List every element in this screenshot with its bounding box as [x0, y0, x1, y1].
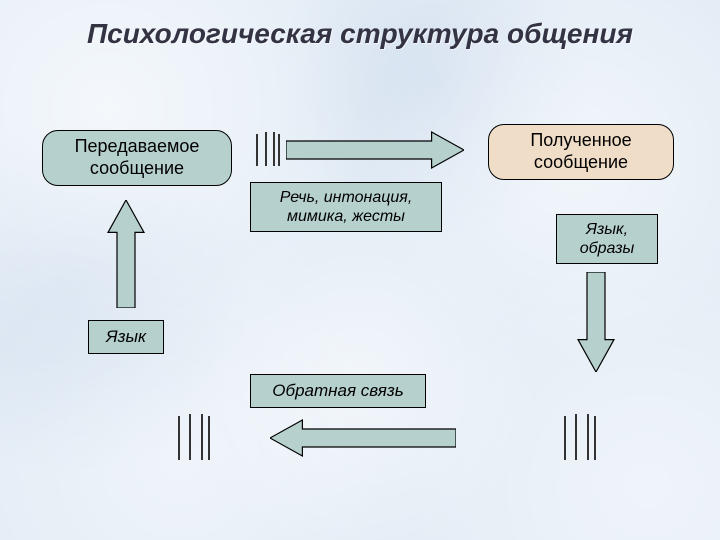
node-label: Речь, интонация, мимика, жесты [259, 188, 433, 226]
stub-bot-right [564, 416, 596, 460]
node-label: Язык [106, 327, 146, 347]
stub-bot-left [178, 416, 210, 460]
node-feedback: Обратная связь [250, 374, 426, 408]
node-label: Передаваемое сообщение [51, 136, 223, 179]
node-label: Обратная связь [272, 381, 403, 401]
node-label: Язык, образы [565, 220, 649, 258]
arrow-right-top [286, 130, 464, 170]
arrow-down-right [576, 272, 616, 372]
arrow-up-left [106, 200, 146, 308]
diagram-title: Психологическая структура общения [0, 18, 720, 50]
node-label: Полученное сообщение [497, 130, 665, 173]
node-language-images: Язык, образы [556, 214, 658, 264]
arrow-left-bot [270, 418, 456, 458]
node-speech: Речь, интонация, мимика, жесты [250, 182, 442, 232]
node-transmitted-message: Передаваемое сообщение [42, 130, 232, 186]
node-language: Язык [88, 320, 164, 354]
node-received-message: Полученное сообщение [488, 124, 674, 180]
stub-top-left [256, 134, 280, 166]
